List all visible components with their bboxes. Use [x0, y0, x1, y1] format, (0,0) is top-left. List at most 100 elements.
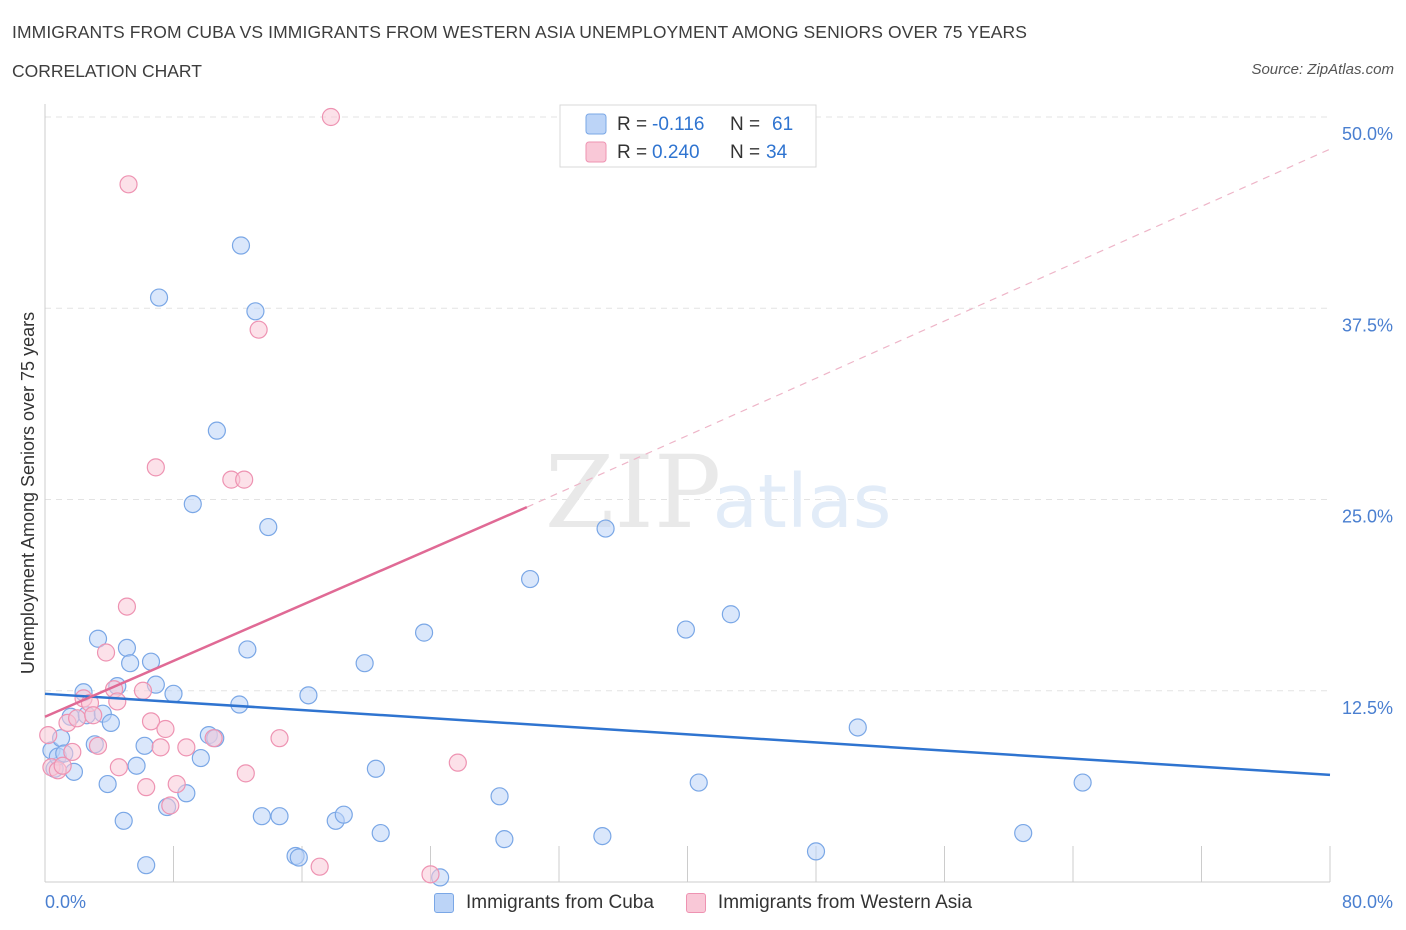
stats-legend: R = -0.116 N = 61 R = 0.240 N = 34 [559, 104, 817, 168]
cuba-point-13 [101, 713, 120, 732]
cuba-point-45 [366, 759, 385, 778]
stats-wasia-r-value: 0.240 [652, 142, 700, 163]
chart-title: IMMIGRANTS FROM CUBA VS IMMIGRANTS FROM … [12, 22, 1028, 42]
y-tick-label-1: 25.0% [1342, 507, 1393, 527]
stats-legend-swatch-wasia [585, 141, 607, 163]
western-asia-point-33 [321, 107, 341, 127]
y-tick-labels: 12.5% 25.0% 37.5% 50.0% [1342, 124, 1393, 718]
western-asia-point-11 [96, 643, 116, 662]
cuba-point-57 [806, 842, 826, 861]
cuba-point-20 [137, 856, 156, 875]
legend-entry-cuba[interactable]: Immigrants from Cuba [433, 892, 654, 914]
y-tick-label-2: 37.5% [1342, 315, 1393, 335]
stats-wasia-n-label: N = [730, 142, 760, 163]
cuba-point-49 [490, 787, 509, 806]
western-asia-point-30 [249, 320, 268, 339]
cuba-point-10 [88, 629, 108, 648]
cuba-point-44 [355, 654, 374, 673]
chart-source: Source: ZipAtlas.com [1251, 61, 1394, 78]
cuba-point-37 [259, 517, 278, 537]
trend-line-western-asia-extension [526, 148, 1331, 508]
western-asia-point-24 [167, 774, 186, 794]
stats-wasia-r-label: R = [617, 142, 647, 163]
trend-lines [44, 148, 1331, 777]
western-asia-point-26 [204, 729, 223, 748]
cuba-point-46 [371, 823, 390, 843]
cuba-point-54 [676, 620, 695, 639]
western-asia-point-15 [117, 597, 137, 616]
legend-swatch-western-asia [685, 893, 706, 913]
stats-wasia-n-value: 34 [766, 142, 788, 163]
watermark-atlas: atlas [713, 459, 892, 545]
cuba-point-25 [164, 684, 183, 703]
western-asia-point-34 [421, 865, 440, 884]
western-asia-point-10 [88, 736, 108, 755]
chart-subtitle: CORRELATION CHART [12, 61, 202, 81]
cuba-point-55 [689, 773, 708, 792]
series-western-asia-points [39, 107, 467, 884]
cuba-point-16 [117, 638, 137, 658]
trend-line-cuba [44, 692, 1331, 777]
y-axis-label: Unemployment Among Seniors over 75 years [18, 312, 38, 674]
cuba-point-34 [238, 640, 257, 659]
western-asia-point-3 [53, 756, 72, 775]
cuba-point-23 [149, 288, 169, 307]
x-tick-labels: 0.0% 80.0% [45, 892, 1393, 912]
western-asia-point-17 [133, 681, 153, 700]
cuba-point-41 [299, 686, 318, 705]
legend-label-cuba: Immigrants from Cuba [465, 892, 654, 913]
cuba-point-51 [520, 569, 540, 589]
cuba-point-28 [191, 748, 210, 768]
western-asia-point-20 [146, 458, 165, 477]
watermark-zip: ZIP [545, 434, 721, 551]
bottom-legend: Immigrants from Cuba Immigrants from Wes… [0, 888, 1406, 918]
cuba-point-52 [593, 826, 612, 846]
cuba-point-17 [121, 654, 140, 673]
western-asia-point-21 [151, 738, 170, 757]
western-asia-point-9 [84, 706, 103, 725]
western-asia-point-28 [235, 470, 254, 489]
cuba-point-35 [246, 302, 265, 321]
western-asia-point-16 [119, 175, 138, 194]
western-asia-point-14 [109, 758, 128, 777]
cuba-point-50 [495, 830, 514, 849]
y-tick-label-3: 50.0% [1342, 124, 1393, 144]
cuba-point-27 [183, 494, 202, 514]
western-asia-point-19 [141, 712, 161, 731]
legend-label-western-asia: Immigrants from Western Asia [717, 892, 973, 913]
cuba-point-40 [289, 848, 308, 867]
western-asia-point-29 [236, 764, 255, 783]
x-tick-label-0: 0.0% [45, 892, 86, 912]
x-tick-label-1: 80.0% [1342, 892, 1393, 912]
cuba-point-43 [334, 805, 353, 824]
cuba-point-15 [114, 811, 133, 830]
stats-cuba-r-label: R = [617, 114, 647, 135]
western-asia-point-32 [310, 857, 329, 876]
cuba-point-59 [1014, 823, 1033, 843]
cuba-point-30 [207, 421, 226, 440]
western-asia-point-6 [68, 709, 87, 728]
grid-lines [45, 116, 1330, 692]
western-asia-point-18 [137, 778, 156, 797]
western-asia-point-13 [108, 692, 127, 711]
cuba-point-38 [270, 807, 289, 826]
western-asia-point-22 [156, 719, 175, 739]
western-asia-point-5 [63, 742, 82, 762]
cuba-point-12 [98, 774, 117, 794]
y-tick-label-0: 12.5% [1342, 698, 1393, 718]
cuba-point-58 [848, 718, 867, 737]
cuba-point-18 [127, 756, 146, 775]
stats-legend-swatch-cuba [585, 113, 607, 135]
western-asia-point-23 [161, 796, 180, 815]
cuba-point-33 [231, 236, 251, 255]
cuba-point-36 [252, 807, 271, 826]
stats-cuba-r-value: -0.116 [652, 114, 704, 135]
series-cuba-points [42, 236, 1092, 887]
stats-cuba-n-value: 61 [772, 114, 793, 135]
western-asia-point-31 [270, 729, 289, 748]
western-asia-point-35 [448, 753, 467, 772]
legend-entry-western-asia[interactable]: Immigrants from Western Asia [685, 892, 973, 914]
cuba-point-47 [414, 623, 434, 642]
cuba-point-19 [135, 736, 154, 755]
